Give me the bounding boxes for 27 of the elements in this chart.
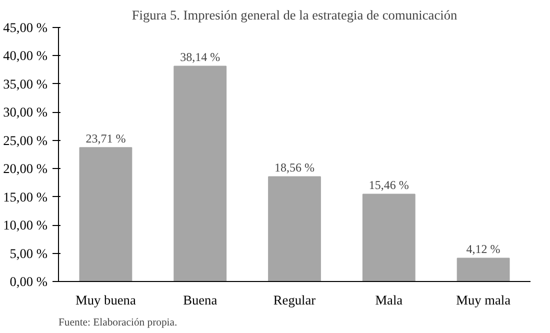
x-tick-label: Muy mala	[456, 292, 511, 308]
chart-title: Figura 5. Impresión general de la estrategia de comunicación	[132, 8, 458, 22]
bar	[174, 66, 227, 282]
y-tick-label: 45,00 %	[3, 20, 48, 35]
y-tick-label: 25,00 %	[3, 132, 48, 148]
data-label: 18,56 %	[274, 160, 314, 175]
y-tick-label: 0,00 %	[10, 274, 48, 289]
y-tick-label: 40,00 %	[3, 48, 48, 64]
y-tick-label: 10,00 %	[3, 218, 48, 233]
x-tick-label: Buena	[183, 292, 218, 308]
x-tick-label: Muy buena	[76, 292, 136, 308]
y-tick-label: 30,00 %	[3, 104, 48, 120]
data-label: 38,14 %	[180, 50, 220, 64]
data-label: 15,46 %	[368, 178, 409, 192]
bar	[268, 176, 321, 282]
bar	[79, 147, 132, 282]
y-tick-label: 35,00 %	[3, 76, 48, 92]
source-note: Fuente: Elaboración propia.	[58, 318, 178, 328]
bar	[362, 194, 416, 282]
data-label: 23,71 %	[86, 132, 126, 146]
y-tick-label: 20,00 %	[3, 161, 48, 176]
x-tick-label: Regular	[273, 292, 316, 308]
y-tick-label: 15,00 %	[3, 189, 48, 204]
x-tick-label: Mala	[375, 292, 403, 308]
y-tick-label: 5,00 %	[10, 246, 48, 261]
bar	[456, 258, 510, 282]
data-label: 4,12 %	[466, 242, 500, 256]
